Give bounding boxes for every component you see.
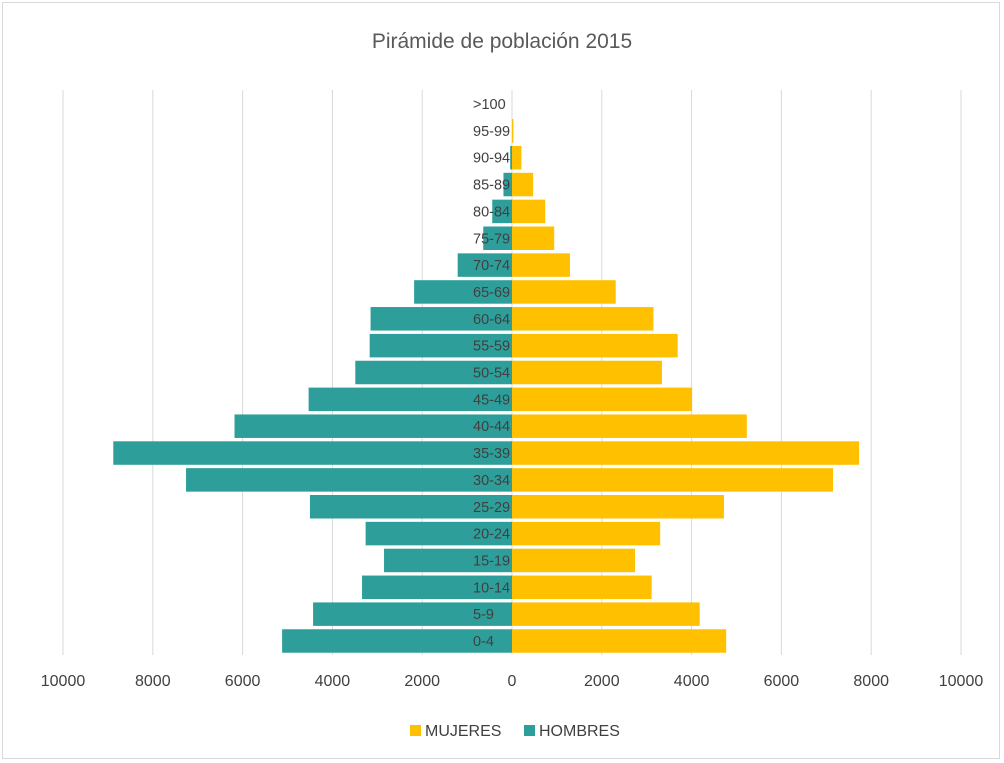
bar-hombres [503,172,512,197]
x-tick-labels: 10000 8000 6000 4000 2000 0 2000 4000 6000 8000 10… [41,673,984,690]
bar-mujeres [512,548,636,573]
bar-hombres [362,575,512,600]
category-label: 10-14 [473,580,510,596]
x-tick-label: 10000 [41,673,86,690]
category-label: 70-74 [473,258,510,274]
x-tick-label: 6000 [764,673,800,690]
category-label: 90-94 [473,151,510,167]
category-label: 5-9 [473,607,494,623]
bar-mujeres [512,119,514,143]
bar-hombres [384,548,512,573]
x-tick-label: 4000 [674,673,710,690]
legend-swatch [410,725,421,736]
category-label: 45-49 [473,392,510,408]
x-tick-label: 4000 [315,673,351,690]
bar-hombres [186,468,512,492]
category-label: 20-24 [473,527,510,543]
category-label: 35-39 [473,446,510,462]
bar-hombres [313,602,512,626]
bar-hombres [457,253,512,277]
bar-mujeres [512,387,693,412]
bar-mujeres [512,280,616,304]
bar-mujeres [512,333,678,358]
bar-hombres [308,387,512,412]
category-label: 80-84 [473,204,510,220]
category-label: 65-69 [473,285,510,301]
category-labels: 0-4 5-9 10-14 15-19 20-24 25-29 30-34 35-39 40-4… [473,97,510,650]
bar-hombres [510,145,512,170]
bar-mujeres [512,253,570,277]
bar-mujeres [512,360,662,385]
bar-mujeres [512,145,522,170]
legend: MUJERES HOMBRES [410,723,620,740]
bar-mujeres [512,199,546,224]
legend-swatch [524,725,535,736]
bar-mujeres [512,414,747,438]
bar-hombres [483,226,512,250]
legend-label: MUJERES [425,723,501,740]
bar-hombres [492,199,512,224]
bar-hombres [355,360,512,385]
bar-hombres [365,521,512,546]
category-label: 85-89 [473,178,510,194]
bar-mujeres [512,495,724,519]
bar-hombres [309,495,512,519]
bar-mujeres [512,468,834,492]
x-tick-label: 2000 [584,673,620,690]
x-tick-label: 8000 [135,673,171,690]
bar-mujeres [512,575,652,600]
bar-mujeres [512,307,654,331]
bar-hombres [370,307,512,331]
bars [113,119,860,653]
bar-hombres [234,414,512,438]
category-label: 95-99 [473,124,510,140]
bar-hombres [414,280,512,304]
category-label: 0-4 [473,634,494,650]
category-label: 40-44 [473,419,510,435]
x-tick-label: 8000 [853,673,889,690]
x-tick-label: 2000 [404,673,440,690]
category-label: 30-34 [473,473,510,489]
chart-title: Pirámide de población 2015 [371,30,633,53]
bar-mujeres [512,441,860,465]
category-label: 60-64 [473,312,510,328]
bar-mujeres [512,172,534,197]
bar-mujeres [512,602,700,626]
category-label: 50-54 [473,366,510,382]
x-tick-label: 6000 [225,673,261,690]
bar-mujeres [512,226,555,250]
bar-mujeres [512,629,727,653]
bar-hombres [282,629,512,653]
legend-label: HOMBRES [539,723,620,740]
bar-hombres [113,441,513,465]
bar-mujeres [512,521,661,546]
bar-hombres [369,333,512,358]
x-tick-label: 0 [508,673,517,690]
category-label: 25-29 [473,500,510,516]
category-label: 55-59 [473,339,510,355]
category-label: 75-79 [473,231,510,247]
category-label: 15-19 [473,553,510,569]
category-label: >100 [473,97,506,113]
x-tick-label: 10000 [939,673,984,690]
